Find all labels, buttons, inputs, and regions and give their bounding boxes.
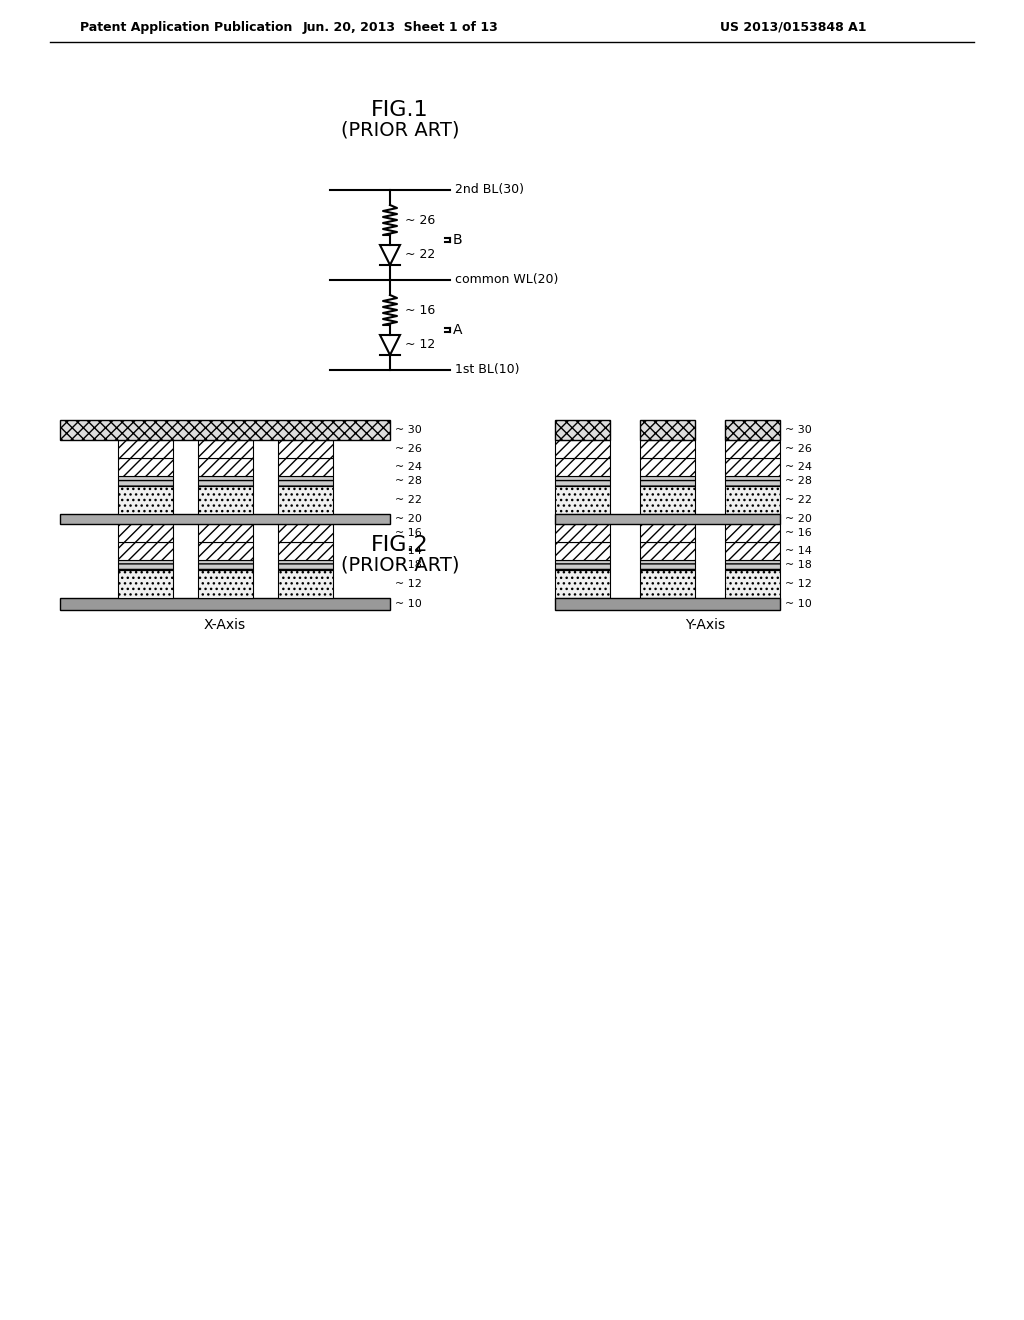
Bar xyxy=(725,477,780,486)
Bar xyxy=(640,524,695,543)
Bar xyxy=(198,524,253,543)
Bar xyxy=(640,543,695,560)
Text: ~ 14: ~ 14 xyxy=(395,546,422,556)
Bar xyxy=(725,560,780,570)
Text: FIG.1: FIG.1 xyxy=(371,100,429,120)
Bar xyxy=(725,458,780,477)
Text: ~ 24: ~ 24 xyxy=(395,462,422,473)
Bar xyxy=(278,458,333,477)
Bar xyxy=(198,570,253,598)
Bar xyxy=(725,420,780,440)
Bar xyxy=(198,486,253,513)
Text: ~ 30: ~ 30 xyxy=(395,425,422,436)
Bar xyxy=(640,420,695,440)
Text: ~ 10: ~ 10 xyxy=(395,599,422,609)
Bar xyxy=(555,570,610,598)
Text: ~ 16: ~ 16 xyxy=(785,528,812,539)
Bar xyxy=(278,543,333,560)
Bar xyxy=(725,486,780,513)
Text: ~ 18: ~ 18 xyxy=(395,560,422,570)
Text: ~ 26: ~ 26 xyxy=(406,214,435,227)
Bar xyxy=(60,513,390,524)
Text: ~ 16: ~ 16 xyxy=(395,528,422,539)
Bar xyxy=(555,524,610,543)
Bar xyxy=(640,440,695,458)
Bar xyxy=(118,440,172,458)
Text: X-Axis: X-Axis xyxy=(204,618,246,632)
Text: ~ 12: ~ 12 xyxy=(395,579,422,589)
Text: US 2013/0153848 A1: US 2013/0153848 A1 xyxy=(720,21,866,33)
Bar xyxy=(555,458,610,477)
Bar xyxy=(198,543,253,560)
Bar xyxy=(118,560,172,570)
Bar xyxy=(555,486,610,513)
Bar xyxy=(555,598,780,610)
Bar xyxy=(118,477,172,486)
Bar xyxy=(278,524,333,543)
Bar xyxy=(118,458,172,477)
Bar xyxy=(278,440,333,458)
Bar xyxy=(640,570,695,598)
Bar xyxy=(555,543,610,560)
Text: ~ 20: ~ 20 xyxy=(785,513,812,524)
Bar xyxy=(198,560,253,570)
Bar xyxy=(118,486,172,513)
Text: ~ 10: ~ 10 xyxy=(785,599,812,609)
Bar xyxy=(60,420,390,440)
Text: ~ 26: ~ 26 xyxy=(395,444,422,454)
Text: ~ 12: ~ 12 xyxy=(785,579,812,589)
Text: ~ 28: ~ 28 xyxy=(395,477,422,486)
Bar xyxy=(555,513,780,524)
Text: ~ 12: ~ 12 xyxy=(406,338,435,351)
Text: ~ 22: ~ 22 xyxy=(785,495,812,506)
Text: (PRIOR ART): (PRIOR ART) xyxy=(341,120,459,140)
Bar xyxy=(60,598,390,610)
Bar xyxy=(725,570,780,598)
Bar xyxy=(555,560,610,570)
Bar xyxy=(640,458,695,477)
Text: (PRIOR ART): (PRIOR ART) xyxy=(341,556,459,574)
Text: Y-Axis: Y-Axis xyxy=(685,618,725,632)
Text: ~ 22: ~ 22 xyxy=(395,495,422,506)
Text: ~ 22: ~ 22 xyxy=(406,248,435,261)
Bar xyxy=(725,524,780,543)
Bar xyxy=(640,486,695,513)
Text: ~ 30: ~ 30 xyxy=(785,425,812,436)
Text: A: A xyxy=(453,323,463,337)
Text: ~ 24: ~ 24 xyxy=(785,462,812,473)
Bar xyxy=(725,440,780,458)
Bar xyxy=(555,440,610,458)
Bar xyxy=(118,543,172,560)
Text: B: B xyxy=(453,234,463,247)
Bar xyxy=(198,440,253,458)
Text: common WL(20): common WL(20) xyxy=(455,273,558,286)
Bar xyxy=(555,420,610,440)
Bar xyxy=(198,458,253,477)
Bar xyxy=(640,477,695,486)
Text: ~ 16: ~ 16 xyxy=(406,304,435,317)
Text: 1st BL(10): 1st BL(10) xyxy=(455,363,519,376)
Bar xyxy=(198,477,253,486)
Bar xyxy=(118,524,172,543)
Text: ~ 20: ~ 20 xyxy=(395,513,422,524)
Bar xyxy=(278,560,333,570)
Bar xyxy=(555,477,610,486)
Bar xyxy=(725,543,780,560)
Bar xyxy=(118,570,172,598)
Bar xyxy=(278,477,333,486)
Bar xyxy=(640,560,695,570)
Text: Patent Application Publication: Patent Application Publication xyxy=(80,21,293,33)
Text: ~ 14: ~ 14 xyxy=(785,546,812,556)
Text: ~ 26: ~ 26 xyxy=(785,444,812,454)
Text: ~ 28: ~ 28 xyxy=(785,477,812,486)
Text: FIG.2: FIG.2 xyxy=(371,535,429,554)
Bar xyxy=(278,570,333,598)
Text: Jun. 20, 2013  Sheet 1 of 13: Jun. 20, 2013 Sheet 1 of 13 xyxy=(302,21,498,33)
Text: ~ 18: ~ 18 xyxy=(785,560,812,570)
Text: 2nd BL(30): 2nd BL(30) xyxy=(455,183,524,197)
Bar xyxy=(278,486,333,513)
